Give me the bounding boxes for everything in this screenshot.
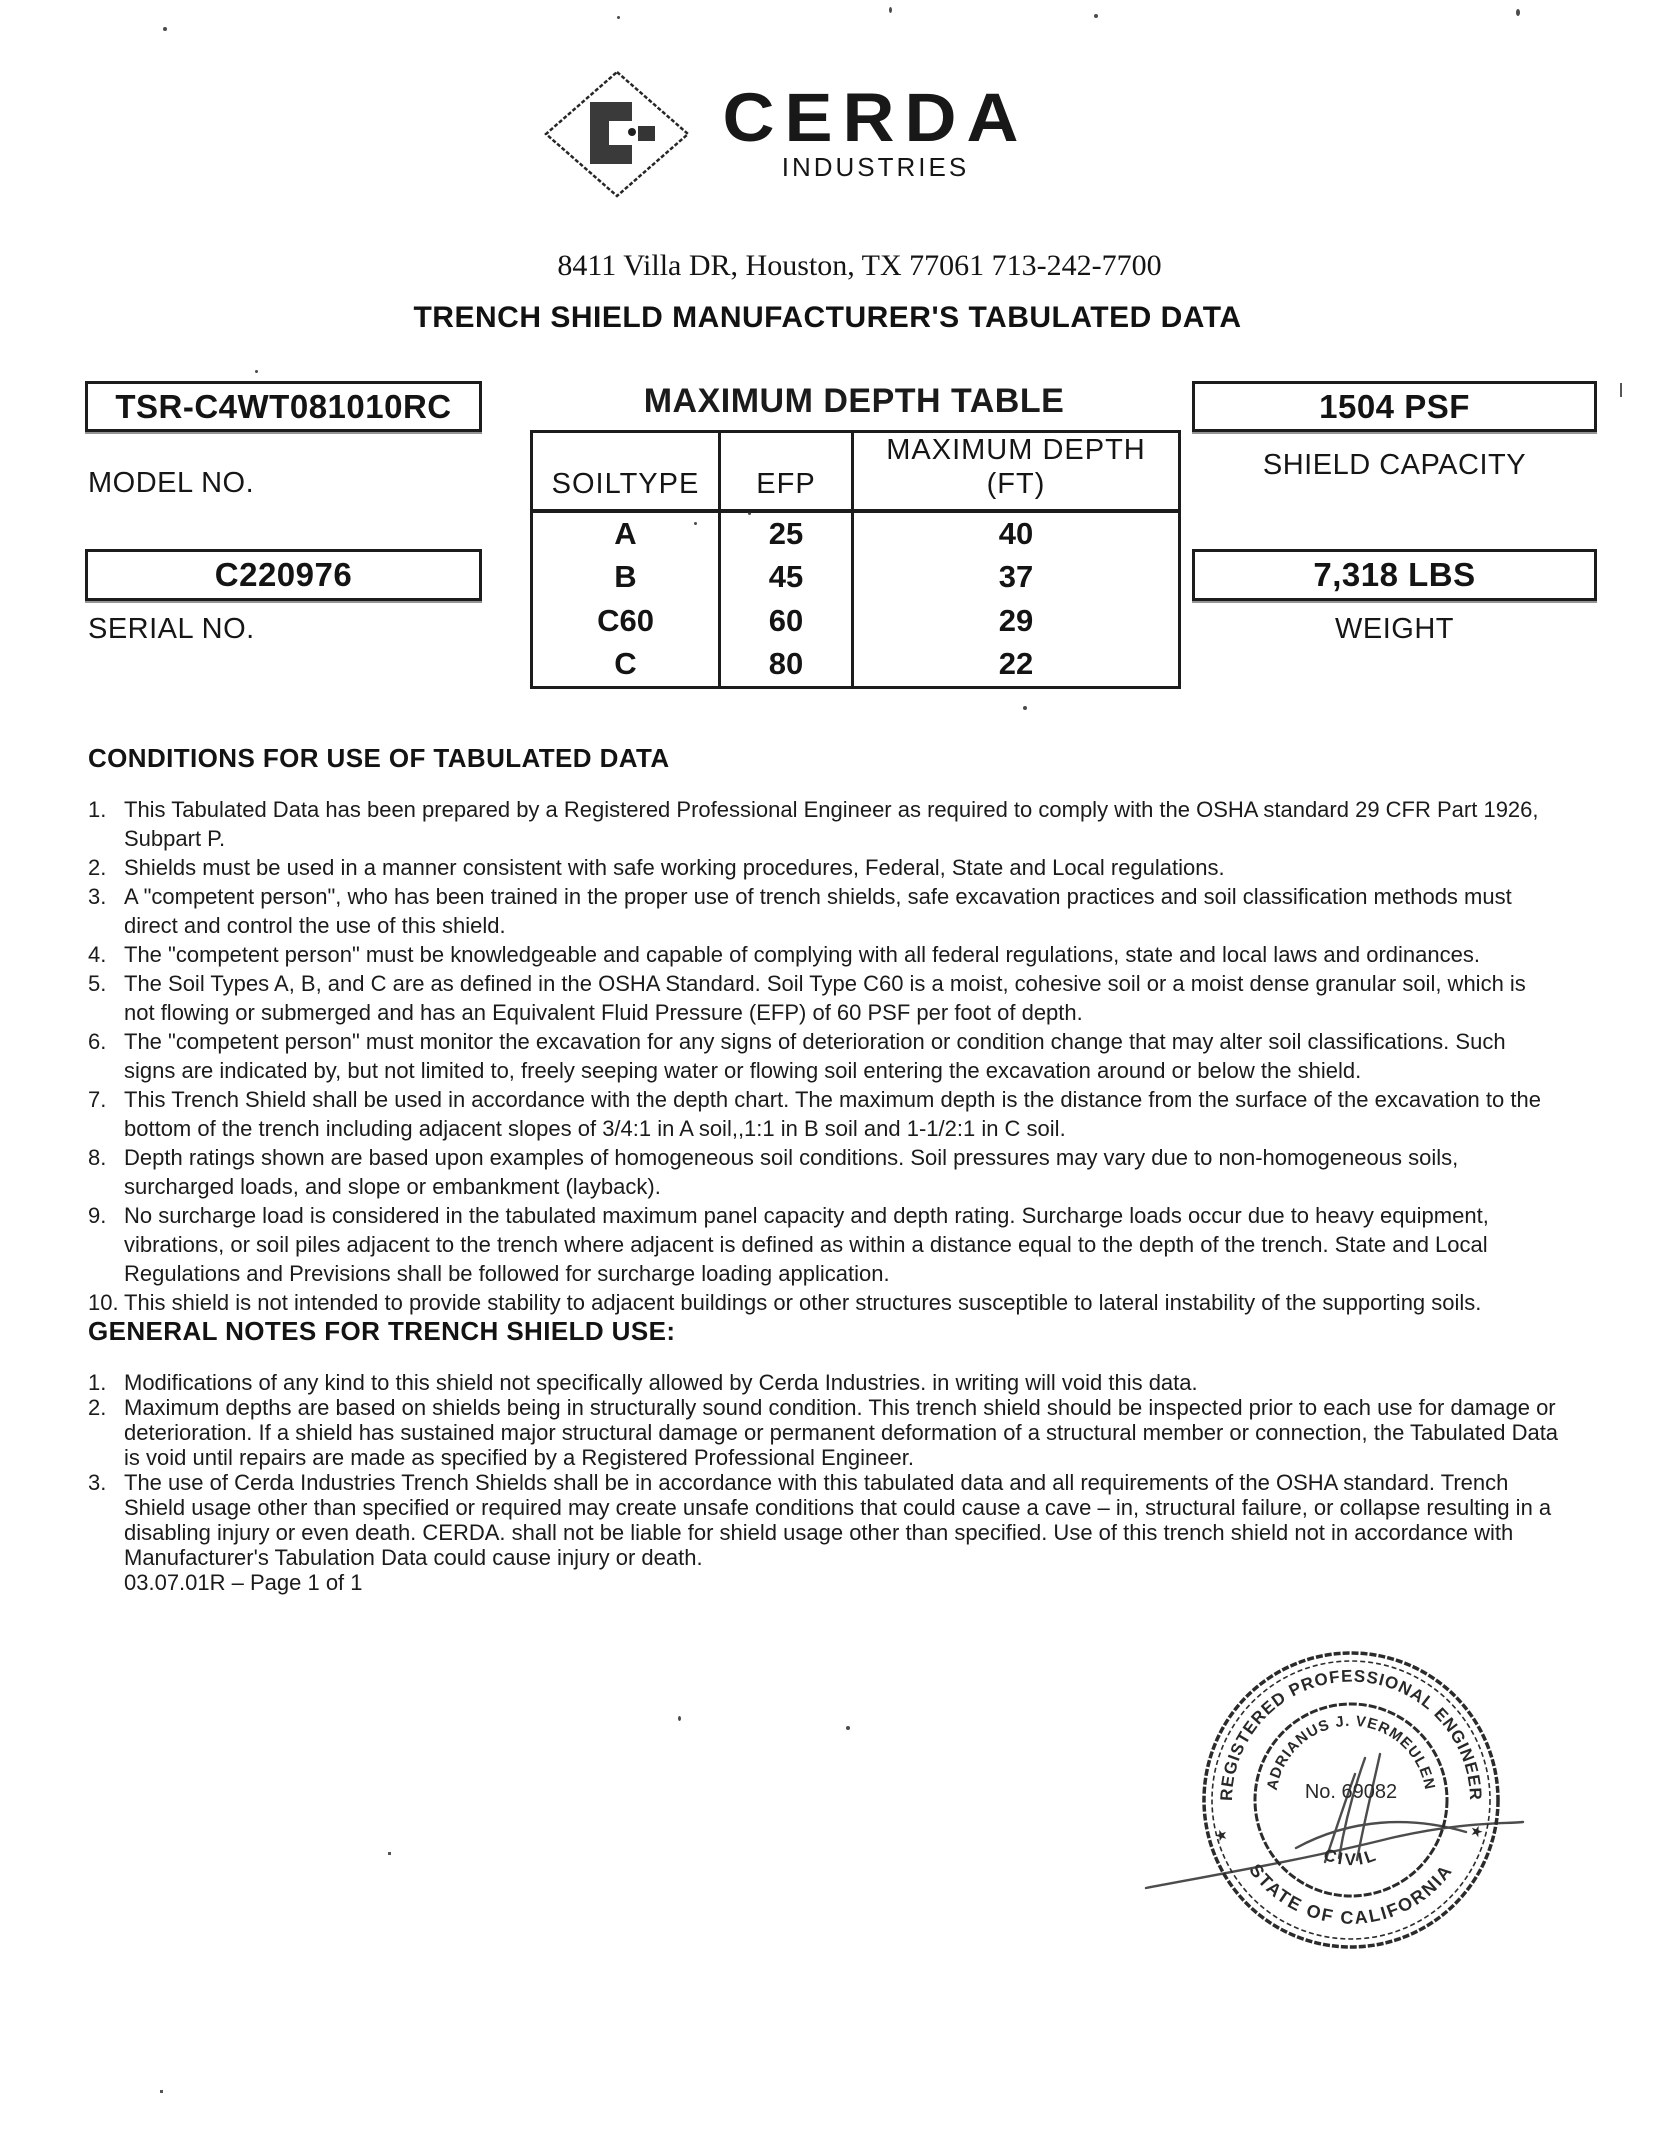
scan-tick	[1620, 383, 1622, 397]
col-header-max-depth: MAXIMUM DEPTH (FT)	[851, 431, 1180, 513]
list-item: 1. Modifications of any kind to this shie…	[88, 1370, 1198, 1395]
conditions-list: 1. This Tabulated Data has been prepared …	[88, 795, 1560, 1317]
stamp-star-right-icon: ★	[1467, 1821, 1485, 1842]
col-header-soiltype: SOILTYPE	[531, 431, 720, 513]
list-item: 6. The "competent person" must monitor th…	[88, 1029, 1506, 1083]
table-header-row: SOILTYPE EFP MAXIMUM DEPTH (FT)	[531, 431, 1180, 513]
scan-tick	[160, 2090, 163, 2093]
company-logo: CERDA INDUSTRIES	[0, 68, 1613, 200]
general-notes-list: 1. Modifications of any kind to this shie…	[88, 1370, 1566, 1595]
serial-number-box: C220976	[85, 549, 482, 601]
list-item: 2. Maximum depths are based on shields be…	[88, 1395, 1559, 1470]
scan-speck	[1516, 9, 1520, 16]
shield-capacity-value: 1504 PSF	[1319, 388, 1470, 425]
scan-speck	[163, 27, 167, 31]
serial-number-label: SERIAL NO.	[88, 613, 255, 645]
list-item: 4. The "competent person" must be knowled…	[88, 942, 1480, 967]
company-address: 8411 Villa DR, Houston, TX 77061 713-242…	[557, 249, 1162, 282]
handwritten-date: 10/10/2022	[1544, 1989, 1630, 1990]
list-item: 1. This Tabulated Data has been prepared …	[88, 797, 1539, 851]
stamp-license-number: No. 69082	[1305, 1781, 1397, 1803]
table-row: A 25 40	[532, 511, 1180, 555]
document-title: TRENCH SHIELD MANUFACTURER'S TABULATED D…	[413, 301, 1242, 334]
list-item: 9. No surcharge load is considered in the…	[88, 1203, 1489, 1286]
diamond-logo-icon	[544, 70, 691, 198]
scan-speck	[846, 1726, 850, 1730]
list-item: 2. Shields must be used in a manner consi…	[88, 855, 1225, 880]
conditions-heading: CONDITIONS FOR USE OF TABULATED DATA	[88, 743, 670, 773]
scan-speck	[1094, 14, 1098, 18]
engineer-seal-stamp: REGISTERED PROFESSIONAL ENGINEER STATE O…	[1144, 1651, 1630, 1990]
col-header-efp: EFP	[718, 431, 853, 513]
shield-capacity-label: SHIELD CAPACITY	[1262, 449, 1527, 481]
model-number-value: TSR-C4WT081010RC	[115, 388, 452, 425]
revision-page-footer: 03.07.01R – Page 1 of 1	[124, 1570, 363, 1595]
list-item: 8. Depth ratings shown are based upon exa…	[88, 1145, 1459, 1199]
brand-wordmark: CERDA	[722, 79, 1029, 156]
signature-scrawl	[1144, 1752, 1525, 1890]
note-text: The use of Cerda Industries Trench Shiel…	[124, 1470, 1552, 1570]
maximum-depth-table: SOILTYPE EFP MAXIMUM DEPTH (FT) A 25 40 …	[530, 430, 1181, 689]
scan-speck	[1023, 706, 1027, 710]
model-number-box: TSR-C4WT081010RC	[85, 381, 482, 432]
scan-speck	[694, 522, 697, 525]
scan-tick	[388, 1852, 391, 1855]
stamp-star-left-icon: ★	[1212, 1825, 1230, 1846]
list-item: 7. This Trench Shield shall be used in ac…	[88, 1087, 1541, 1141]
scan-speck	[255, 370, 258, 373]
model-number-label: MODEL NO.	[88, 467, 255, 499]
list-item: 10. This shield is not intended to provid…	[88, 1290, 1482, 1315]
serial-number-value: C220976	[214, 556, 353, 593]
table-row: B 45 37	[532, 555, 1180, 599]
list-item: 3. The use of Cerda Industries Trench Sh…	[88, 1470, 1566, 1595]
depth-table-title: MAXIMUM DEPTH TABLE	[643, 382, 1065, 420]
scan-speck	[889, 7, 892, 13]
scan-speck	[748, 512, 751, 515]
weight-box: 7,318 LBS	[1192, 549, 1597, 601]
table-row: C 80 22	[532, 643, 1180, 687]
table-row: C60 60 29	[532, 599, 1180, 643]
weight-value: 7,318 LBS	[1313, 556, 1476, 593]
scan-speck	[617, 16, 620, 19]
list-item: 5. The Soil Types A, B, and C are as defi…	[88, 971, 1526, 1025]
list-item: 3. A "competent person", who has been tra…	[88, 884, 1512, 938]
weight-label: WEIGHT	[1335, 613, 1454, 645]
scan-speck	[678, 1716, 681, 1721]
brand-subtitle: INDUSTRIES	[781, 151, 970, 182]
general-notes-heading: GENERAL NOTES FOR TRENCH SHIELD USE:	[88, 1316, 676, 1346]
shield-capacity-box: 1504 PSF	[1192, 381, 1597, 432]
